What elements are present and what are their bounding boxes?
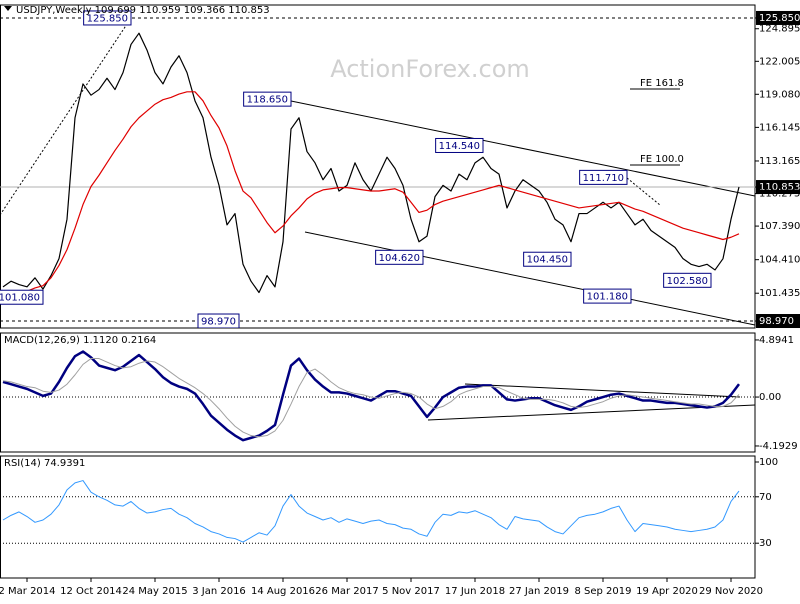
price-annotation: 101.080 [0, 293, 40, 304]
series-line [2, 91, 740, 299]
y-tick-label: 124.895 [759, 24, 800, 35]
y-tick-label: 110.853 [759, 182, 800, 193]
price-annotation-box [583, 288, 632, 304]
y-tick-label: 98.970 [759, 316, 794, 327]
price-annotation: 118.650 [247, 95, 288, 106]
macd-trend-upper [464, 383, 741, 398]
x-tick-label: 24 May 2015 [122, 586, 187, 597]
price-drawings [0, 17, 755, 326]
watermark: ActionForex.com [330, 55, 530, 83]
price-annotation-box [435, 137, 484, 153]
channel-lower [304, 231, 755, 326]
panel-layer: 125.850 118.650 114.540 111.710 104.620 104.4… [0, 10, 755, 328]
panel-title: RSI(14) 74.9391 [4, 458, 85, 469]
y-tick-label: 0.00 [759, 392, 781, 403]
y-tick-label: 70 [759, 492, 772, 503]
y-tick-label: 116.145 [759, 122, 800, 133]
price-annotation-box [663, 272, 712, 288]
x-tick-label: 14 Aug 2016 [251, 586, 315, 597]
price-annotation-box [579, 169, 628, 185]
x-tick-label: 3 Jan 2016 [192, 586, 246, 597]
y-tick-label: 122.005 [759, 56, 800, 67]
x-tick-label: 2 Mar 2014 [0, 586, 56, 597]
price-annotation: 104.450 [527, 255, 568, 266]
trend-line [0, 17, 132, 216]
x-tick-label: 5 Nov 2017 [382, 586, 440, 597]
menu-icon [4, 6, 12, 11]
y-tick-label: 107.390 [759, 221, 800, 232]
channel-upper [290, 100, 755, 197]
series-line [2, 480, 740, 543]
price-label-box [756, 10, 800, 25]
x-tick-label: 19 Apr 2020 [636, 586, 698, 597]
y-tick-label: 104.410 [759, 255, 800, 266]
price-annotation: 111.710 [583, 173, 624, 184]
price-annotation: 101.180 [587, 292, 628, 303]
y-tick-label: 100 [759, 457, 778, 468]
fe-label: FE 100.0 [640, 154, 684, 165]
price-annotation-box [523, 251, 572, 267]
panel-title: MACD(12,26,9) 1.1120 0.2164 [4, 335, 156, 346]
y-tick-label: 113.165 [759, 156, 800, 167]
panel-layer [0, 480, 755, 544]
price-label-box [756, 180, 800, 195]
x-tick-label: 29 Nov 2020 [699, 586, 763, 597]
fe-label: FE 161.8 [640, 78, 684, 89]
rsi-panel [0, 455, 756, 579]
series-line [2, 358, 740, 438]
price-label-box [756, 314, 800, 329]
price-annotation: 125.850 [87, 13, 128, 24]
price-annotation-box [0, 289, 44, 305]
panel-title: USDJPY,Weekly 109.699 110.959 109.366 11… [16, 5, 270, 16]
x-tick-label: 17 Jun 2018 [445, 586, 505, 597]
price-annotation-box [197, 313, 240, 328]
y-tick-label: 119.080 [759, 89, 800, 100]
y-tick-label: 30 [759, 538, 772, 549]
price-annotation: 114.540 [439, 141, 480, 152]
price-annotation-box [83, 10, 132, 26]
price-panel [0, 4, 756, 329]
x-tick-label: 27 Jan 2019 [509, 586, 569, 597]
y-tick-label: 110.275 [759, 189, 800, 200]
series-line [2, 350, 740, 442]
price-annotation: 98.970 [201, 317, 236, 328]
price-annotation-box [243, 91, 292, 107]
x-tick-label: 8 Sep 2019 [574, 586, 631, 597]
y-tick-label: -4.1929 [759, 441, 798, 452]
projection-line [626, 177, 661, 206]
price-annotation: 102.580 [667, 276, 708, 287]
x-tick-label: 12 Oct 2014 [60, 586, 122, 597]
price-annotation: 104.620 [379, 253, 420, 264]
price-annotation-box [375, 249, 424, 265]
y-tick-label: 101.435 [759, 288, 800, 299]
macd-panel [0, 332, 756, 453]
panel-layer [0, 350, 755, 442]
x-tick-label: 26 Mar 2017 [315, 586, 378, 597]
y-tick-label: 125.850 [759, 13, 800, 24]
y-tick-label: 4.8941 [759, 335, 794, 346]
